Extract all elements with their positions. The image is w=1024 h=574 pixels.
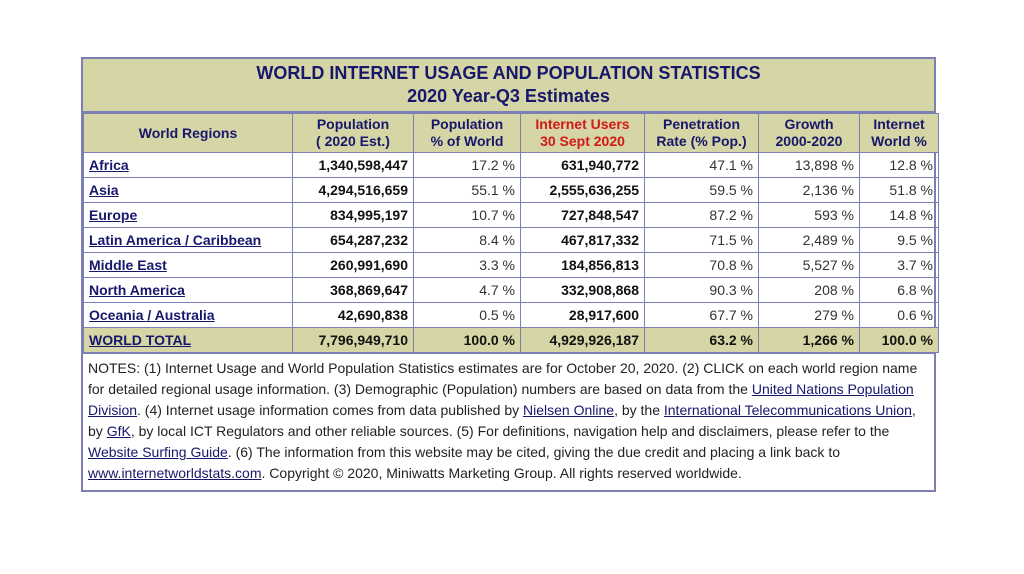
population-pct-cell: 3.3 % xyxy=(413,252,521,278)
internet-users-cell: 2,555,636,255 xyxy=(520,177,645,203)
header-penetration: Penetration Rate (% Pop.) xyxy=(644,113,759,153)
title-line-1: WORLD INTERNET USAGE AND POPULATION STAT… xyxy=(256,63,761,83)
population-pct-cell: 0.5 % xyxy=(413,302,521,328)
growth-cell: 279 % xyxy=(758,302,860,328)
website-link[interactable]: www.internetworldstats.com xyxy=(88,465,262,481)
header-world-regions: World Regions xyxy=(83,113,293,153)
growth-cell: 593 % xyxy=(758,202,860,228)
internet-users-cell: 727,848,547 xyxy=(520,202,645,228)
population-pct-cell: 4.7 % xyxy=(413,277,521,303)
title-line-2: 2020 Year-Q3 Estimates xyxy=(407,86,610,106)
region-cell[interactable]: Middle East xyxy=(83,252,293,278)
table-row: Latin America / Caribbean 654,287,232 8.4 … xyxy=(83,227,939,253)
total-penetration: 63.2 % xyxy=(644,327,759,353)
population-cell: 1,340,598,447 xyxy=(292,152,414,178)
region-cell[interactable]: North America xyxy=(83,277,293,303)
growth-cell: 208 % xyxy=(758,277,860,303)
un-population-link[interactable]: United Nations Population Division xyxy=(88,381,914,418)
total-population: 7,796,949,710 xyxy=(292,327,414,353)
internet-users-cell: 332,908,868 xyxy=(520,277,645,303)
region-link[interactable]: Middle East xyxy=(89,257,167,273)
population-cell: 654,287,232 xyxy=(292,227,414,253)
table-title: WORLD INTERNET USAGE AND POPULATION STAT… xyxy=(83,59,934,113)
penetration-cell: 87.2 % xyxy=(644,202,759,228)
header-population-pct: Population% of World xyxy=(413,113,521,153)
population-cell: 4,294,516,659 xyxy=(292,177,414,203)
stats-table-frame: WORLD INTERNET USAGE AND POPULATION STAT… xyxy=(81,57,939,492)
notes-text-4: , by xyxy=(88,402,916,439)
penetration-cell: 70.8 % xyxy=(644,252,759,278)
notes-text-5: , by local ICT Regulators and other reli… xyxy=(130,423,890,439)
world-total-link[interactable]: WORLD TOTAL xyxy=(89,332,192,348)
region-link[interactable]: Oceania / Australia xyxy=(89,307,215,323)
internet-users-cell: 184,856,813 xyxy=(520,252,645,278)
world-pct-cell: 9.5 % xyxy=(859,227,939,253)
population-pct-cell: 8.4 % xyxy=(413,227,521,253)
total-world-pct: 100.0 % xyxy=(859,327,939,353)
internet-users-cell: 467,817,332 xyxy=(520,227,645,253)
notes-text-1: NOTES: (1) Internet Usage and World Popu… xyxy=(88,360,918,397)
total-growth: 1,266 % xyxy=(758,327,860,353)
world-pct-cell: 3.7 % xyxy=(859,252,939,278)
header-internet-world-pct: Internet World % xyxy=(859,113,939,153)
population-cell: 368,869,647 xyxy=(292,277,414,303)
population-pct-cell: 10.7 % xyxy=(413,202,521,228)
itu-link[interactable]: International Telecommunications Union xyxy=(663,402,912,418)
population-cell: 42,690,838 xyxy=(292,302,414,328)
region-link[interactable]: Africa xyxy=(89,157,129,173)
region-cell[interactable]: Latin America / Caribbean xyxy=(83,227,293,253)
surfing-guide-link[interactable]: Website Surfing Guide xyxy=(88,444,228,460)
table-row: Asia 4,294,516,659 55.1 % 2,555,636,255 59.5… xyxy=(83,177,939,203)
region-link[interactable]: Asia xyxy=(89,182,119,198)
penetration-cell: 59.5 % xyxy=(644,177,759,203)
population-pct-cell: 55.1 % xyxy=(413,177,521,203)
region-cell[interactable]: Europe xyxy=(83,202,293,228)
region-cell[interactable]: Africa xyxy=(83,152,293,178)
penetration-cell: 47.1 % xyxy=(644,152,759,178)
region-cell[interactable]: Asia xyxy=(83,177,293,203)
growth-cell: 5,527 % xyxy=(758,252,860,278)
table-row: Oceania / Australia 42,690,838 0.5 % 28,917… xyxy=(83,302,939,328)
world-pct-cell: 6.8 % xyxy=(859,277,939,303)
population-pct-cell: 17.2 % xyxy=(413,152,521,178)
region-link[interactable]: North America xyxy=(89,282,185,298)
header-population: Population( 2020 Est.) xyxy=(292,113,414,153)
penetration-cell: 71.5 % xyxy=(644,227,759,253)
header-internet-users: Internet Users 30 Sept 2020 xyxy=(520,113,645,153)
total-pop-pct: 100.0 % xyxy=(413,327,521,353)
growth-cell: 2,136 % xyxy=(758,177,860,203)
region-link[interactable]: Latin America / Caribbean xyxy=(89,232,262,248)
gfk-link[interactable]: GfK xyxy=(106,423,131,439)
internet-users-cell: 28,917,600 xyxy=(520,302,645,328)
notes-text-7: . Copyright © 2020, Miniwatts Marketing … xyxy=(261,465,742,481)
table-row: Middle East 260,991,690 3.3 % 184,856,813 70… xyxy=(83,252,939,278)
table-row: Europe 834,995,197 10.7 % 727,848,547 87.2 %… xyxy=(83,202,939,228)
table-row: North America 368,869,647 4.7 % 332,908,868… xyxy=(83,277,939,303)
growth-cell: 2,489 % xyxy=(758,227,860,253)
nielsen-link[interactable]: Nielsen Online xyxy=(523,402,615,418)
penetration-cell: 90.3 % xyxy=(644,277,759,303)
internet-users-cell: 631,940,772 xyxy=(520,152,645,178)
header-row: World Regions Population( 2020 Est.) Pop… xyxy=(83,113,939,153)
world-pct-cell: 12.8 % xyxy=(859,152,939,178)
world-pct-cell: 0.6 % xyxy=(859,302,939,328)
world-total-cell[interactable]: WORLD TOTAL xyxy=(83,327,293,353)
growth-cell: 13,898 % xyxy=(758,152,860,178)
notes-section: NOTES: (1) Internet Usage and World Popu… xyxy=(83,353,934,490)
total-users: 4,929,926,187 xyxy=(520,327,645,353)
world-total-row: WORLD TOTAL 7,796,949,710 100.0 % 4,929,… xyxy=(83,327,939,353)
header-growth: Growth 2000-2020 xyxy=(758,113,860,153)
notes-text-2: . (4) Internet usage information comes f… xyxy=(137,402,523,418)
notes-text-3: , by the xyxy=(614,402,664,418)
stats-table: World Regions Population( 2020 Est.) Pop… xyxy=(83,113,939,353)
notes-text-6: . (6) The information from this website … xyxy=(227,444,840,460)
region-cell[interactable]: Oceania / Australia xyxy=(83,302,293,328)
table-row: Africa 1,340,598,447 17.2 % 631,940,772 47.1… xyxy=(83,152,939,178)
world-pct-cell: 14.8 % xyxy=(859,202,939,228)
penetration-cell: 67.7 % xyxy=(644,302,759,328)
population-cell: 834,995,197 xyxy=(292,202,414,228)
region-link[interactable]: Europe xyxy=(89,207,138,223)
population-cell: 260,991,690 xyxy=(292,252,414,278)
world-pct-cell: 51.8 % xyxy=(859,177,939,203)
